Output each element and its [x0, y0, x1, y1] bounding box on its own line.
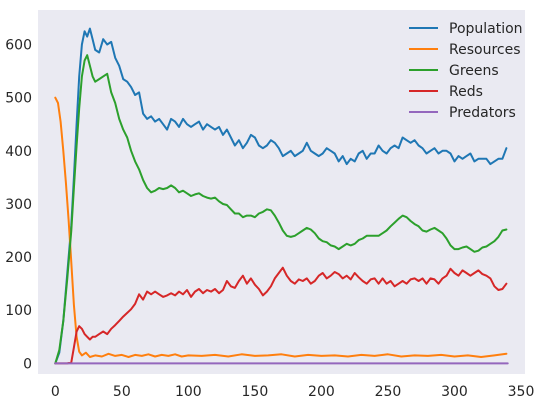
x-tick-label: 150	[242, 384, 269, 400]
x-tick-label: 200	[308, 384, 335, 400]
y-tick-label: 300	[5, 197, 32, 213]
y-tick-label: 200	[5, 250, 32, 266]
series-line-greens	[54, 54, 508, 365]
y-tick-label: 600	[5, 38, 32, 54]
series-line-resources	[54, 96, 508, 358]
legend: Population Resources Greens Reds Predators	[409, 21, 523, 121]
x-tick-label: 350	[508, 384, 534, 400]
legend-label-population: Population	[449, 21, 523, 37]
x-tick-label: 250	[375, 384, 402, 400]
x-tick-label: 100	[175, 384, 202, 400]
y-axis: 0 100 200 300 400 500 600	[5, 38, 32, 373]
x-tick-label: 0	[51, 384, 60, 400]
series-lines	[54, 27, 509, 365]
series-line-population	[54, 27, 508, 365]
legend-label-resources: Resources	[449, 42, 521, 58]
y-tick-label: 100	[5, 303, 32, 319]
x-tick-label: 50	[113, 384, 131, 400]
series-line-reds	[54, 266, 508, 365]
y-tick-label: 0	[23, 356, 32, 372]
x-tick-label: 300	[441, 384, 468, 400]
y-tick-label: 400	[5, 144, 32, 160]
plot-area	[38, 10, 525, 374]
legend-label-reds: Reds	[449, 84, 483, 100]
y-tick-label: 500	[5, 91, 32, 107]
x-axis: 0 50 100 150 200 250 300 350	[51, 384, 534, 400]
legend-label-predators: Predators	[449, 105, 516, 121]
legend-label-greens: Greens	[449, 63, 499, 79]
